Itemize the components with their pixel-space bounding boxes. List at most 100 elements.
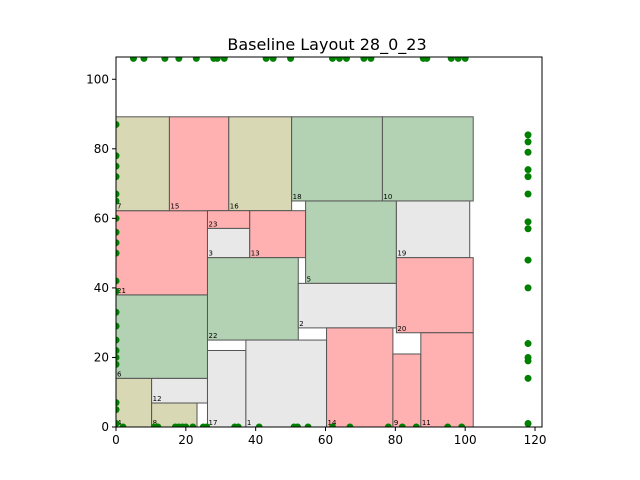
point-50 — [524, 256, 532, 264]
layout-rect-6 — [116, 294, 208, 379]
point-57 — [119, 423, 127, 427]
point-0 — [116, 120, 120, 128]
layout-rect-20 — [395, 257, 474, 334]
point-69 — [255, 423, 263, 427]
x-tick-label: 80 — [388, 433, 403, 447]
rect-label-3: 3 — [208, 250, 212, 258]
point-13 — [116, 322, 120, 330]
y-tick-label: 20 — [94, 350, 109, 364]
point-42 — [524, 131, 532, 139]
layout-rect-15 — [168, 116, 230, 212]
y-tick-label: 40 — [94, 281, 109, 295]
layout-rect-5 — [305, 200, 397, 284]
y-tick-label: 0 — [101, 420, 109, 434]
point-74 — [346, 423, 354, 427]
rect-label-10: 10 — [383, 193, 392, 201]
point-4 — [116, 190, 120, 198]
point-11 — [116, 287, 120, 295]
point-66 — [203, 423, 211, 427]
point-55 — [524, 374, 532, 382]
point-5 — [116, 197, 120, 205]
layout-rect-2 — [297, 282, 397, 329]
layout-rect-3 — [206, 227, 251, 259]
layout-rect-18 — [291, 116, 383, 202]
rect-label-6: 6 — [117, 370, 122, 378]
point-32 — [328, 57, 336, 62]
point-40 — [454, 57, 462, 62]
rect-label-19: 19 — [397, 250, 406, 258]
point-27 — [213, 57, 221, 62]
rect-label-1: 1 — [247, 419, 251, 427]
rect-label-17: 17 — [208, 419, 217, 427]
rect-label-23: 23 — [208, 220, 217, 228]
point-73 — [328, 423, 336, 427]
layout-rect-10 — [381, 116, 474, 202]
layout-rect-14 — [326, 327, 394, 427]
rect-label-21: 21 — [117, 287, 126, 295]
points-layer — [116, 57, 532, 427]
point-78 — [444, 423, 452, 427]
layout-rect-1 — [245, 339, 328, 427]
point-44 — [524, 148, 532, 156]
point-24 — [175, 57, 183, 62]
point-71 — [294, 423, 302, 427]
point-39 — [447, 57, 455, 62]
rect-label-9: 9 — [394, 419, 398, 427]
point-19 — [116, 406, 120, 414]
layout-rect-21 — [116, 210, 208, 296]
layout-rect-22 — [206, 257, 299, 341]
point-52 — [524, 340, 532, 348]
point-29 — [262, 57, 270, 62]
point-75 — [384, 423, 392, 427]
point-64 — [189, 423, 197, 427]
point-23 — [161, 57, 169, 62]
rect-label-8: 8 — [153, 419, 157, 427]
point-33 — [335, 57, 343, 62]
point-41 — [461, 57, 469, 62]
point-28 — [220, 57, 228, 62]
rect-label-11: 11 — [422, 419, 431, 427]
rect-label-20: 20 — [397, 325, 406, 333]
rect-label-14: 14 — [328, 419, 337, 427]
layout-rect-16 — [228, 116, 293, 212]
point-38 — [423, 57, 431, 62]
point-21 — [129, 57, 137, 62]
rect-label-7: 7 — [117, 203, 121, 211]
point-56 — [524, 420, 532, 427]
layout-rect-9 — [392, 353, 422, 427]
point-14 — [116, 336, 120, 344]
point-72 — [304, 423, 312, 427]
y-tick-label: 80 — [94, 142, 109, 156]
layout-rect-8 — [151, 402, 198, 427]
layout-rect-12 — [151, 377, 208, 404]
rect-label-2: 2 — [299, 320, 303, 328]
point-7 — [116, 228, 120, 236]
y-tick-label: 100 — [86, 72, 109, 86]
point-25 — [192, 57, 200, 62]
plot-frame — [115, 56, 543, 428]
x-tick-label: 120 — [524, 433, 547, 447]
point-1 — [116, 152, 120, 160]
point-49 — [524, 225, 532, 233]
point-59 — [154, 423, 162, 427]
layout-rect-17 — [206, 349, 247, 427]
rect-label-16: 16 — [230, 203, 239, 211]
rect-label-18: 18 — [293, 193, 302, 201]
point-16 — [116, 353, 120, 361]
rect-label-15: 15 — [170, 203, 179, 211]
point-3 — [116, 173, 120, 181]
x-tick-label: 60 — [318, 433, 333, 447]
point-15 — [116, 346, 120, 354]
point-18 — [116, 399, 120, 407]
point-68 — [234, 423, 242, 427]
point-35 — [360, 57, 368, 62]
point-36 — [367, 57, 375, 62]
point-17 — [116, 360, 120, 368]
point-77 — [412, 423, 420, 427]
point-63 — [182, 423, 190, 427]
point-9 — [116, 249, 120, 257]
point-51 — [524, 284, 532, 292]
point-2 — [116, 162, 120, 170]
